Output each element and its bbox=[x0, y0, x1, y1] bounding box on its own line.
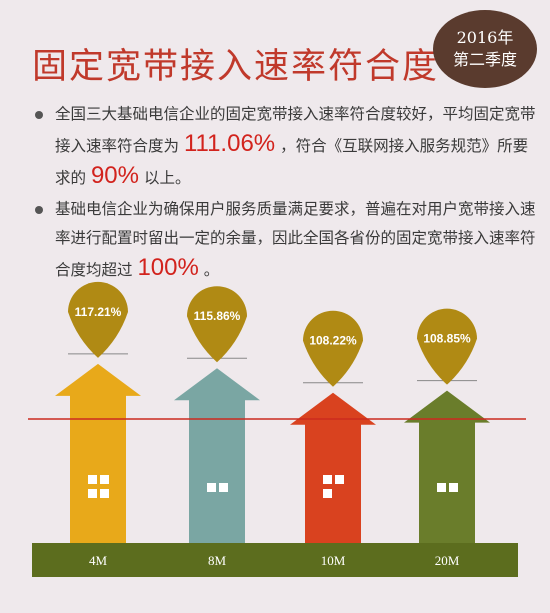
bullet-1-text-mid: ，符合《互联网接入服务规范》所要求的 bbox=[55, 137, 529, 187]
tick-label-8M: 8M bbox=[208, 553, 227, 568]
window-icon bbox=[323, 489, 332, 498]
window-icon bbox=[100, 489, 109, 498]
window-icon bbox=[219, 483, 228, 492]
window-icon bbox=[335, 475, 344, 484]
bullet-2-highlight: 100% bbox=[137, 254, 199, 281]
bullet-dot-icon bbox=[35, 206, 43, 214]
map-pin-icon bbox=[417, 308, 477, 385]
bullet-dot-icon bbox=[35, 111, 43, 119]
window-icon bbox=[323, 475, 332, 484]
bullet-2: 基础电信企业为确保用户服务质量满足要求，普遍在对用户宽带接入速率进行配置时留出一… bbox=[33, 195, 538, 285]
bullet-1-text-post: 以上。 bbox=[143, 169, 191, 187]
bullet-1-text-pre: 全国三大基础电信企业的固定宽带接入速率符合度较好，平均固定宽带接入速率符合度为 bbox=[55, 105, 536, 155]
window-icon bbox=[437, 483, 446, 492]
period-badge: 2016年 第二季度 bbox=[433, 10, 537, 88]
summary-bullets: 全国三大基础电信企业的固定宽带接入速率符合度较好，平均固定宽带接入速率符合度为 … bbox=[33, 100, 538, 287]
window-icon bbox=[100, 475, 109, 484]
data-label-8M: 115.86% bbox=[194, 309, 241, 323]
window-icon bbox=[449, 483, 458, 492]
map-pin-icon bbox=[187, 286, 247, 363]
window-icon bbox=[207, 483, 216, 492]
tick-label-10M: 10M bbox=[321, 553, 346, 568]
bar-20M bbox=[404, 390, 490, 543]
map-pin-icon bbox=[303, 310, 363, 387]
bullet-1: 全国三大基础电信企业的固定宽带接入速率符合度较好，平均固定宽带接入速率符合度为 … bbox=[33, 100, 538, 193]
bar-8M bbox=[174, 368, 260, 543]
data-label-4M: 117.21% bbox=[75, 305, 122, 319]
bullet-2-text-pre: 基础电信企业为确保用户服务质量满足要求，普遍在对用户宽带接入速率进行配置时留出一… bbox=[55, 200, 536, 279]
tick-label-20M: 20M bbox=[435, 553, 460, 568]
data-label-20M: 108.85% bbox=[423, 332, 471, 346]
bullet-2-text-post: 。 bbox=[203, 261, 220, 279]
window-icon bbox=[88, 475, 97, 484]
badge-year: 2016年 bbox=[456, 28, 514, 47]
bullet-1-highlight-req: 90% bbox=[90, 162, 139, 189]
tick-label-4M: 4M bbox=[89, 553, 108, 568]
chart-baseline-band bbox=[32, 543, 518, 577]
bar-10M bbox=[290, 392, 376, 543]
map-pin-icon bbox=[68, 281, 128, 358]
bullet-1-highlight-avg: 111.06% bbox=[183, 130, 276, 157]
data-label-10M: 108.22% bbox=[309, 334, 357, 348]
window-icon bbox=[88, 489, 97, 498]
badge-period: 第二季度 bbox=[452, 50, 517, 69]
bar-4M bbox=[55, 363, 141, 543]
page-title: 固定宽带接入速率符合度 bbox=[32, 47, 440, 87]
